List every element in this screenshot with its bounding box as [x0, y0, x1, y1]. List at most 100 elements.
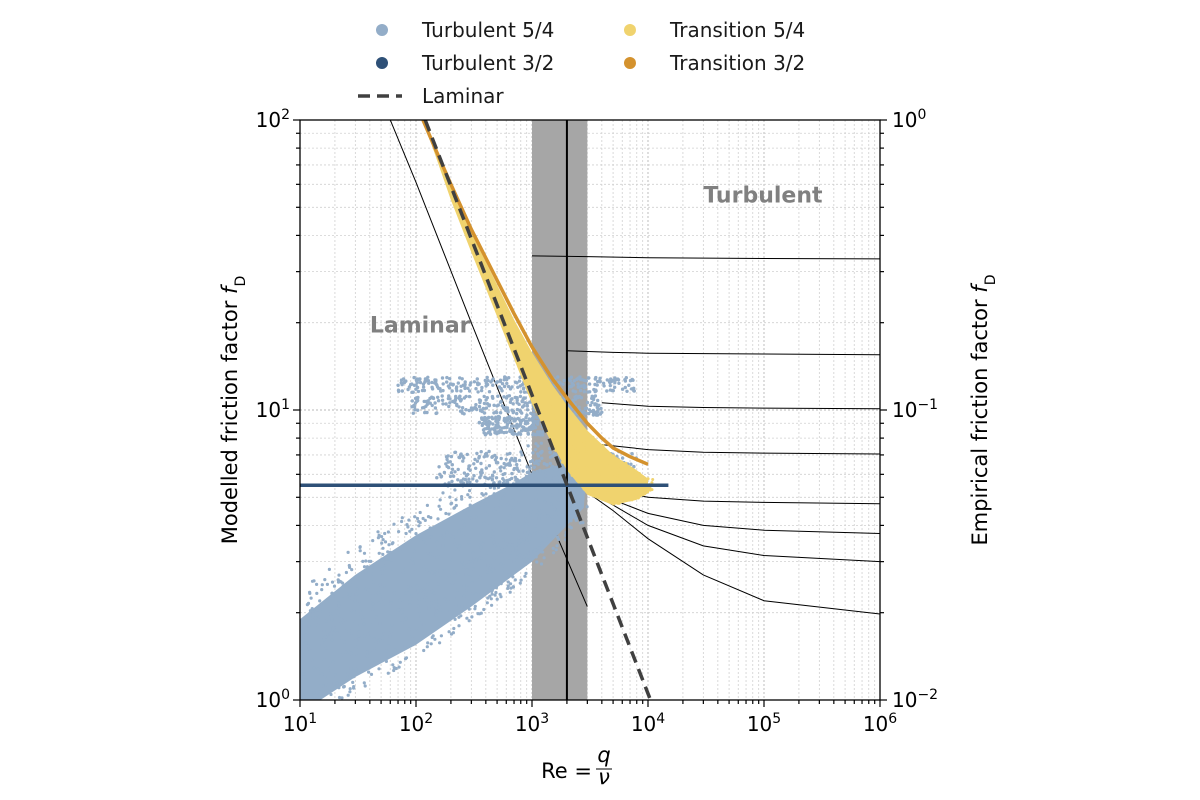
data-point: [448, 382, 453, 386]
data-point: [538, 468, 542, 473]
data-point: [582, 386, 587, 390]
data-point: [425, 645, 429, 649]
data-point: [608, 383, 612, 388]
data-point: [392, 522, 396, 526]
data-point: [408, 644, 413, 648]
data-point: [401, 613, 405, 617]
data-point: [537, 546, 541, 550]
data-point: [315, 582, 319, 587]
data-point: [558, 395, 562, 399]
data-point: [550, 515, 555, 519]
data-point: [365, 565, 369, 569]
data-point: [431, 396, 436, 401]
data-point: [476, 612, 480, 616]
data-point: [436, 555, 441, 559]
data-point: [536, 432, 541, 437]
data-point: [492, 470, 496, 474]
data-point: [563, 431, 567, 435]
data-point: [504, 430, 509, 434]
data-point: [515, 422, 519, 427]
data-point: [475, 377, 479, 381]
data-point: [577, 442, 581, 446]
data-point: [613, 376, 617, 380]
data-point: [383, 540, 388, 544]
data-point: [576, 395, 580, 400]
data-point: [535, 509, 539, 513]
data-point: [528, 467, 532, 471]
data-point: [573, 451, 577, 455]
data-point: [388, 550, 392, 554]
data-point: [475, 381, 480, 385]
data-point: [489, 380, 493, 384]
data-point: [568, 426, 571, 430]
data-point: [450, 581, 454, 586]
data-point: [529, 549, 533, 554]
data-point: [361, 559, 365, 564]
data-point: [494, 586, 498, 590]
data-point: [601, 480, 605, 484]
data-point: [370, 598, 374, 602]
data-point: [444, 462, 448, 466]
data-point: [484, 551, 489, 556]
data-point: [507, 573, 511, 577]
data-point: [535, 513, 539, 517]
data-point: [302, 695, 306, 699]
data-point: [443, 597, 447, 601]
data-point: [328, 666, 332, 670]
data-point: [326, 689, 330, 693]
data-point: [499, 582, 503, 586]
data-point: [588, 403, 593, 407]
data-point: [463, 386, 467, 391]
data-point: [455, 389, 459, 393]
data-point: [432, 591, 437, 595]
data-point: [624, 466, 627, 470]
data-point: [472, 556, 476, 561]
data-point: [450, 558, 454, 562]
data-point: [535, 560, 539, 564]
data-point: [410, 527, 414, 532]
y2-tick-label: 100: [892, 107, 926, 132]
data-point: [585, 463, 589, 467]
data-point: [355, 587, 359, 591]
data-point: [349, 666, 353, 671]
data-point: [515, 401, 519, 405]
data-point: [434, 378, 438, 382]
data-point: [372, 580, 376, 584]
data-point: [510, 385, 514, 389]
data-point: [447, 386, 452, 390]
data-point: [416, 389, 421, 394]
data-point: [525, 465, 529, 469]
data-point: [640, 489, 644, 493]
data-point: [346, 550, 350, 555]
data-point: [577, 456, 581, 460]
data-point: [494, 566, 498, 571]
data-point: [494, 380, 499, 385]
data-point: [597, 474, 601, 477]
data-point: [378, 583, 382, 587]
data-point: [321, 705, 324, 708]
data-point: [531, 470, 536, 474]
data-point: [380, 535, 384, 539]
data-point: [641, 493, 645, 497]
data-point: [457, 455, 461, 459]
axis-labels: 101 102 103 104 105 10610010110210−210−1100Re…: [218, 107, 999, 789]
data-point: [363, 648, 367, 652]
data-point: [415, 626, 419, 630]
data-point: [463, 477, 468, 482]
data-point: [591, 438, 595, 442]
data-point: [448, 401, 452, 405]
data-point: [465, 452, 469, 457]
data-point: [587, 382, 592, 386]
data-point: [453, 542, 457, 546]
data-point: [631, 378, 635, 382]
data-point: [376, 586, 380, 590]
data-point: [403, 644, 407, 649]
data-point: [476, 390, 480, 394]
data-point: [490, 585, 494, 589]
data-point: [540, 506, 544, 510]
data-point: [553, 419, 557, 423]
data-point: [309, 596, 313, 600]
data-point: [527, 418, 532, 422]
data-point: [478, 476, 482, 480]
data-point: [571, 422, 575, 426]
